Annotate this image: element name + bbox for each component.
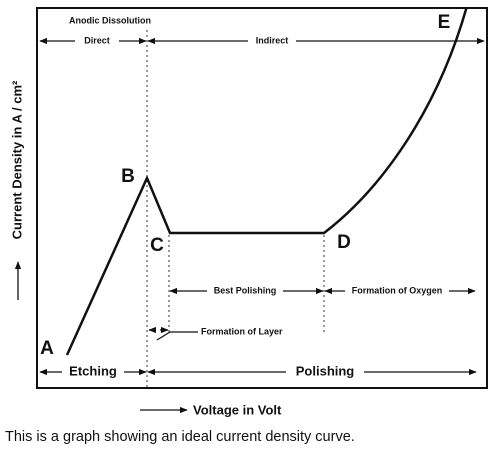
point-b: B bbox=[121, 166, 135, 187]
current-density-curve bbox=[65, 8, 468, 356]
point-e: E bbox=[438, 12, 451, 33]
caption: This is a graph showing an ideal current… bbox=[5, 429, 355, 445]
direct-label: Direct bbox=[84, 35, 110, 45]
polishing-label: Polishing bbox=[296, 363, 355, 378]
y-axis-label: Current Density in A / cm² bbox=[9, 80, 24, 239]
best-polishing-label: Best Polishing bbox=[214, 285, 277, 295]
point-a: A bbox=[40, 338, 54, 359]
formation-of-oxygen-label: Formation of Oxygen bbox=[352, 285, 443, 295]
indirect-label: Indirect bbox=[256, 35, 289, 45]
header: Anodic Dissolution bbox=[69, 15, 151, 25]
etching-label: Etching bbox=[69, 363, 117, 378]
x-axis-label: Voltage in Volt bbox=[193, 402, 282, 417]
point-c: C bbox=[150, 235, 164, 256]
point-d: D bbox=[337, 232, 351, 253]
formation-of-layer-label: Formation of Layer bbox=[201, 326, 283, 336]
range-arrows bbox=[14, 37, 485, 414]
guides bbox=[146, 30, 325, 388]
frame bbox=[36, 7, 488, 389]
